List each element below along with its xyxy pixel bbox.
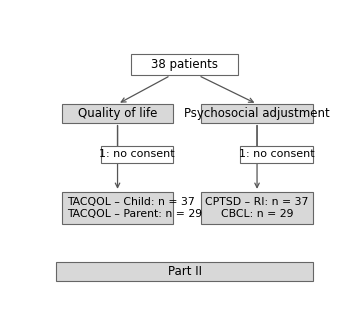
Text: CPTSD – RI: n = 37
CBCL: n = 29: CPTSD – RI: n = 37 CBCL: n = 29 bbox=[205, 197, 309, 219]
Text: Psychosocial adjustment: Psychosocial adjustment bbox=[184, 107, 330, 120]
FancyBboxPatch shape bbox=[240, 146, 313, 163]
FancyBboxPatch shape bbox=[56, 262, 313, 281]
Text: TACQOL – Child: n = 37
TACQOL – Parent: n = 29: TACQOL – Child: n = 37 TACQOL – Parent: … bbox=[67, 197, 202, 219]
FancyBboxPatch shape bbox=[201, 104, 313, 123]
FancyBboxPatch shape bbox=[62, 192, 174, 224]
Text: Part II: Part II bbox=[167, 265, 202, 278]
Text: 1: no consent: 1: no consent bbox=[99, 150, 175, 160]
FancyBboxPatch shape bbox=[62, 104, 174, 123]
Text: 38 patients: 38 patients bbox=[151, 58, 218, 71]
FancyBboxPatch shape bbox=[131, 54, 238, 76]
Text: 1: no consent: 1: no consent bbox=[239, 150, 314, 160]
FancyBboxPatch shape bbox=[101, 146, 174, 163]
Text: Quality of life: Quality of life bbox=[78, 107, 157, 120]
FancyBboxPatch shape bbox=[201, 192, 313, 224]
